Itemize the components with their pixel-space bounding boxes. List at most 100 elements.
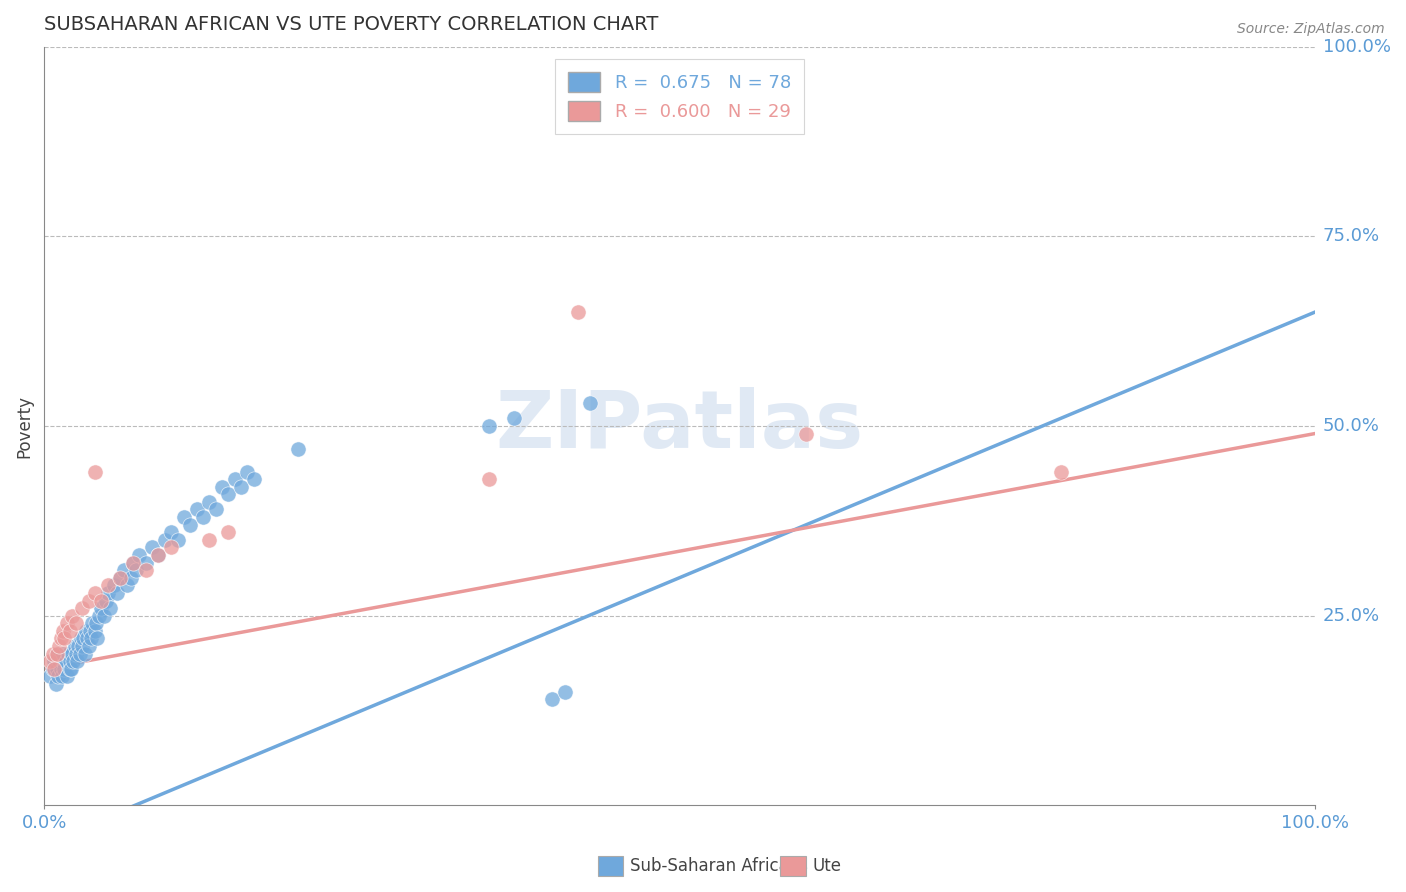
Point — [45, 662, 67, 676]
Point — [122, 556, 145, 570]
Point — [110, 571, 132, 585]
Point — [242, 472, 264, 486]
Point — [796, 426, 818, 441]
Point — [48, 654, 70, 668]
Point — [75, 624, 97, 638]
Point — [96, 593, 118, 607]
Point — [62, 654, 84, 668]
Point — [60, 647, 83, 661]
Point — [128, 548, 150, 562]
Point — [76, 632, 98, 646]
Point — [103, 578, 125, 592]
Point — [554, 684, 576, 698]
Point — [287, 442, 309, 456]
Point — [39, 654, 62, 668]
Point — [153, 533, 176, 547]
Point — [65, 647, 87, 661]
Point — [141, 541, 163, 555]
Point — [567, 305, 589, 319]
Point — [84, 586, 107, 600]
Text: SUBSAHARAN AFRICAN VS UTE POVERTY CORRELATION CHART: SUBSAHARAN AFRICAN VS UTE POVERTY CORREL… — [44, 15, 658, 34]
Point — [42, 662, 65, 676]
Point — [73, 647, 96, 661]
Point — [198, 533, 221, 547]
Point — [60, 608, 83, 623]
Point — [70, 639, 93, 653]
Point — [229, 480, 252, 494]
Point — [77, 639, 100, 653]
Point — [55, 654, 77, 668]
Point — [53, 632, 76, 646]
Point — [56, 669, 79, 683]
Point — [44, 662, 66, 676]
Y-axis label: Poverty: Poverty — [15, 394, 32, 458]
Point — [66, 654, 89, 668]
Point — [236, 465, 259, 479]
Text: 75.0%: 75.0% — [1323, 227, 1381, 245]
Point — [120, 571, 142, 585]
Point — [122, 556, 145, 570]
Point — [84, 624, 107, 638]
Text: Source: ZipAtlas.com: Source: ZipAtlas.com — [1237, 22, 1385, 37]
Point — [70, 632, 93, 646]
Point — [105, 586, 128, 600]
Point — [44, 654, 66, 668]
Point — [224, 472, 246, 486]
Point — [90, 593, 112, 607]
Point — [148, 548, 170, 562]
Point — [58, 647, 80, 661]
Point — [115, 578, 138, 592]
Point — [48, 639, 70, 653]
Point — [65, 616, 87, 631]
Point — [49, 662, 72, 676]
Point — [97, 586, 120, 600]
Point — [67, 639, 90, 653]
Point — [49, 632, 72, 646]
Point — [98, 601, 121, 615]
Point — [112, 563, 135, 577]
Text: 50.0%: 50.0% — [1323, 417, 1379, 435]
Point — [84, 465, 107, 479]
Point — [478, 419, 501, 434]
Text: Sub-Saharan Africans: Sub-Saharan Africans — [630, 857, 808, 875]
Point — [503, 411, 526, 425]
Point — [579, 396, 602, 410]
Point — [186, 502, 208, 516]
Text: 100.0%: 100.0% — [1323, 37, 1391, 55]
Point — [77, 593, 100, 607]
Point — [217, 487, 239, 501]
Point — [63, 639, 86, 653]
Point — [135, 556, 157, 570]
Point — [72, 632, 94, 646]
Point — [166, 533, 188, 547]
Legend: R =  0.675   N = 78, R =  0.600   N = 29: R = 0.675 N = 78, R = 0.600 N = 29 — [555, 60, 804, 134]
Point — [135, 563, 157, 577]
Point — [478, 472, 501, 486]
Point — [124, 563, 146, 577]
Point — [58, 624, 80, 638]
Point — [90, 601, 112, 615]
Point — [173, 510, 195, 524]
Point — [198, 495, 221, 509]
Point — [52, 647, 75, 661]
Point — [87, 608, 110, 623]
Point — [1049, 465, 1071, 479]
Point — [82, 616, 104, 631]
Point — [46, 669, 69, 683]
Text: ZIPatlas: ZIPatlas — [495, 387, 863, 465]
Point — [80, 632, 103, 646]
Point — [86, 632, 108, 646]
Point — [70, 601, 93, 615]
Point — [204, 502, 226, 516]
Text: Ute: Ute — [813, 857, 842, 875]
Point — [160, 541, 183, 555]
Point — [56, 616, 79, 631]
Point — [179, 517, 201, 532]
Point — [211, 480, 233, 494]
Point — [97, 578, 120, 592]
Point — [45, 647, 67, 661]
Point — [79, 624, 101, 638]
Point — [39, 669, 62, 683]
Point — [160, 525, 183, 540]
Point — [541, 692, 564, 706]
